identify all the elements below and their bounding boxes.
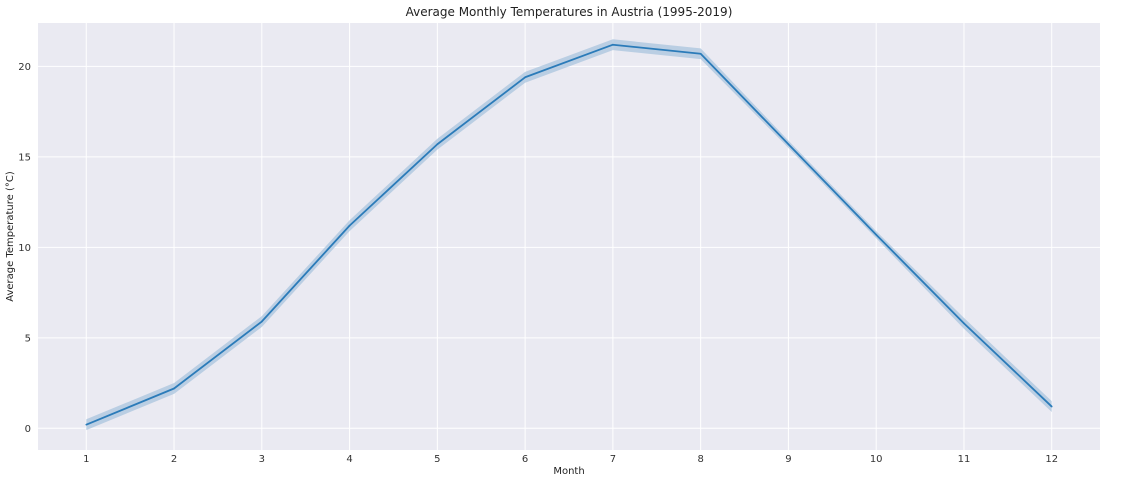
y-tick-label: 10 xyxy=(18,243,31,254)
data-point xyxy=(875,233,877,236)
data-point xyxy=(612,43,614,46)
data-point xyxy=(1050,405,1053,408)
x-tick-label: 11 xyxy=(958,454,971,465)
x-tick-label: 12 xyxy=(1045,454,1058,465)
data-point xyxy=(699,52,702,55)
x-tick-label: 1 xyxy=(83,454,89,465)
data-point xyxy=(787,143,790,146)
data-point xyxy=(524,76,526,79)
x-tick-label: 9 xyxy=(785,454,791,465)
x-tick-label: 5 xyxy=(434,454,440,465)
data-point xyxy=(85,423,88,426)
y-tick-label: 0 xyxy=(25,424,31,435)
x-tick-label: 6 xyxy=(522,454,528,465)
x-tick-label: 4 xyxy=(346,454,352,465)
chart-title: Average Monthly Temperatures in Austria … xyxy=(406,5,733,19)
data-point xyxy=(348,224,351,227)
x-tick-label: 10 xyxy=(870,454,883,465)
x-tick-label: 3 xyxy=(259,454,265,465)
data-point xyxy=(436,143,439,146)
data-point xyxy=(963,322,965,325)
x-axis-ticks: 1 2 3 4 5 6 7 8 9 10 11 12 xyxy=(83,454,1058,465)
x-tick-label: 7 xyxy=(610,454,616,465)
data-point xyxy=(261,320,263,323)
plot-area xyxy=(38,23,1100,450)
y-tick-label: 5 xyxy=(25,333,31,344)
series-line xyxy=(85,43,1053,426)
x-tick-label: 2 xyxy=(171,454,177,465)
data-point xyxy=(173,387,175,390)
y-tick-label: 20 xyxy=(18,62,31,73)
y-axis-label: Average Temperature (°C) xyxy=(5,171,16,302)
x-axis-label: Month xyxy=(553,466,584,477)
x-tick-label: 8 xyxy=(697,454,703,465)
y-tick-label: 15 xyxy=(18,152,31,163)
y-axis-ticks: 0 5 10 15 20 xyxy=(18,62,31,435)
